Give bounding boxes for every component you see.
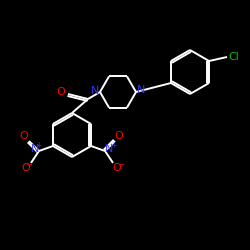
Text: −: − bbox=[26, 160, 32, 170]
Text: O: O bbox=[22, 163, 30, 173]
Text: O: O bbox=[56, 87, 66, 97]
Text: N: N bbox=[105, 144, 113, 154]
Text: N: N bbox=[137, 85, 145, 95]
Text: O: O bbox=[113, 163, 122, 173]
Text: O: O bbox=[115, 131, 124, 141]
Text: +: + bbox=[110, 142, 116, 150]
Text: Cl: Cl bbox=[228, 52, 239, 62]
Text: −: − bbox=[118, 160, 124, 170]
Text: N: N bbox=[91, 86, 99, 96]
Text: N: N bbox=[31, 144, 39, 154]
Text: O: O bbox=[20, 131, 28, 141]
Text: +: + bbox=[35, 142, 41, 150]
